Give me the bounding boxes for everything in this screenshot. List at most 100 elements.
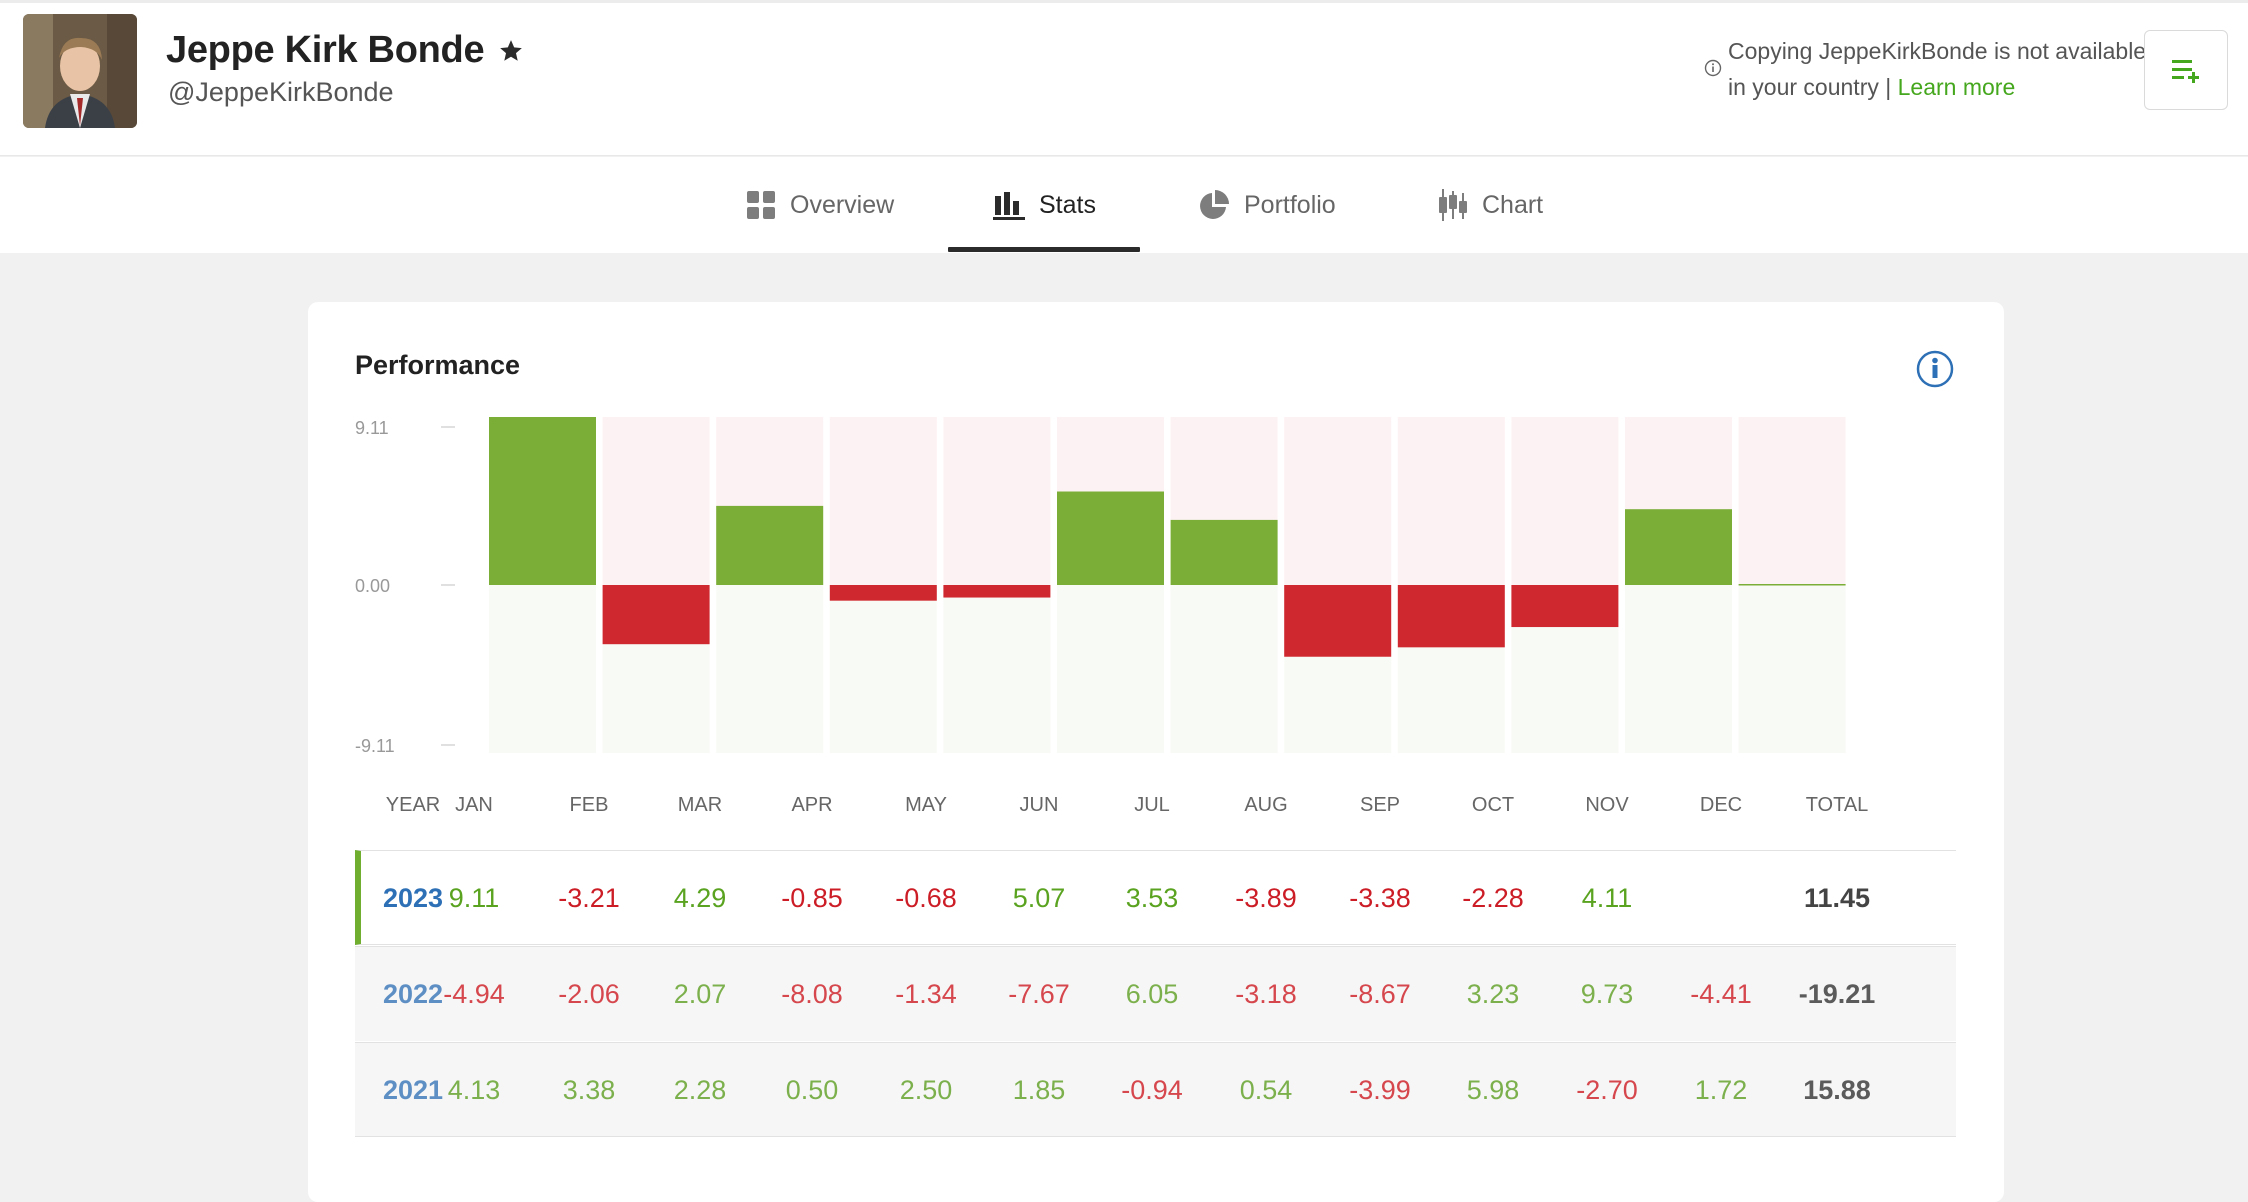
column-header-may: MAY bbox=[905, 794, 947, 816]
trader-handle: @JeppeKirkBonde bbox=[168, 77, 394, 107]
tab-chart[interactable]: Chart bbox=[1438, 157, 1543, 253]
tab-chart-label: Chart bbox=[1482, 190, 1544, 219]
performance-header-row: YEAR JAN FEB MAR APR MAY JUN JUL AUG SEP OCT NOV DEC… bbox=[355, 786, 1956, 826]
notice-separator: | bbox=[1885, 74, 1892, 100]
month-value-jan: 4.13 bbox=[447, 1075, 501, 1105]
column-header-nov: NOV bbox=[1585, 794, 1629, 816]
bar-nov[interactable] bbox=[1625, 509, 1732, 585]
month-value-jun: 5.07 bbox=[1012, 883, 1066, 913]
month-value-apr: -8.08 bbox=[781, 979, 843, 1009]
bar-chart-icon bbox=[993, 190, 1025, 220]
active-tab-indicator bbox=[948, 247, 1140, 252]
year-cell[interactable]: 2021 bbox=[382, 1075, 444, 1105]
month-value-jan: 9.11 bbox=[448, 883, 500, 913]
bar-may[interactable] bbox=[943, 585, 1051, 598]
bar-background-lower bbox=[1170, 585, 1278, 753]
month-value-jul: 3.53 bbox=[1125, 883, 1179, 913]
column-header-dec: DEC bbox=[1699, 794, 1743, 816]
bar-background-lower bbox=[716, 585, 824, 753]
notice-text: Copying JeppeKirkBonde is not available … bbox=[1728, 38, 2147, 100]
bar-feb[interactable] bbox=[602, 585, 710, 645]
candlestick-icon bbox=[1438, 189, 1468, 221]
tab-portfolio[interactable]: Portfolio bbox=[1198, 157, 1336, 253]
month-value-aug: -3.89 bbox=[1235, 883, 1297, 913]
tab-overview-label: Overview bbox=[790, 190, 895, 219]
bar-background-upper bbox=[602, 417, 710, 585]
month-value-jun: -7.67 bbox=[1008, 979, 1070, 1009]
bar-background-lower bbox=[489, 585, 596, 753]
year-cell[interactable]: 2023 bbox=[382, 883, 444, 913]
y-tick-label: 0.00 bbox=[355, 576, 390, 596]
month-value-oct: 3.23 bbox=[1466, 979, 1520, 1009]
month-value-may: 2.50 bbox=[899, 1075, 953, 1105]
bar-background-upper bbox=[1284, 417, 1392, 585]
performance-title: Performance bbox=[355, 350, 521, 380]
column-header-oct: OCT bbox=[1471, 794, 1515, 816]
bar-dec[interactable] bbox=[1738, 584, 1846, 586]
month-value-feb: -3.21 bbox=[558, 883, 620, 913]
column-header-apr: APR bbox=[791, 794, 833, 816]
column-header-total: TOTAL bbox=[1805, 794, 1869, 816]
table-row[interactable]: 2022 -4.94 -2.06 2.07 -8.08 -1.34 -7.67 6.05 -3.… bbox=[355, 946, 1956, 1041]
table-row[interactable]: 2023 9.11 -3.21 4.29 -0.85 -0.68 5.07 3.53 -3.89… bbox=[355, 850, 1956, 945]
y-tick-label: -9.11 bbox=[355, 736, 395, 756]
tab-stats[interactable]: Stats bbox=[993, 157, 1096, 253]
performance-chart: 9.11 0.00 -9.11 bbox=[355, 417, 1846, 756]
total-value: 15.88 bbox=[1803, 1075, 1871, 1105]
copy-notice: Copying JeppeKirkBonde is not available … bbox=[1704, 33, 2158, 105]
bar-background-lower bbox=[829, 585, 937, 753]
column-header-mar: MAR bbox=[677, 794, 723, 816]
profile-tabs: Overview Stats Portfolio Chart bbox=[0, 157, 2248, 253]
column-header-sep: SEP bbox=[1359, 794, 1401, 816]
month-value-dec: 1.72 bbox=[1694, 1075, 1748, 1105]
month-value-may: -1.34 bbox=[895, 979, 957, 1009]
avatar[interactable] bbox=[23, 14, 137, 128]
total-value: -19.21 bbox=[1798, 979, 1876, 1009]
month-value-jan: -4.94 bbox=[443, 979, 505, 1009]
month-value-oct: -2.28 bbox=[1462, 883, 1524, 913]
bar-background-lower bbox=[1057, 585, 1164, 753]
bar-oct[interactable] bbox=[1511, 585, 1619, 628]
grid-icon bbox=[746, 190, 776, 220]
month-value-mar: 2.07 bbox=[673, 979, 727, 1009]
column-header-aug: AUG bbox=[1244, 794, 1288, 816]
month-value-feb: -2.06 bbox=[558, 979, 620, 1009]
column-header-jan: JAN bbox=[455, 794, 493, 816]
performance-card: Performance 9.11 0.00 -9.11 YEAR JAN FEB MAR A… bbox=[308, 302, 2004, 1202]
bar-apr[interactable] bbox=[829, 585, 937, 601]
bar-background-upper bbox=[943, 417, 1051, 585]
year-cell[interactable]: 2022 bbox=[382, 979, 444, 1009]
month-value-sep: -3.38 bbox=[1349, 883, 1411, 913]
learn-more-link[interactable]: Learn more bbox=[1897, 74, 2016, 100]
bar-sep[interactable] bbox=[1397, 585, 1505, 648]
bar-jan[interactable] bbox=[489, 417, 596, 585]
bar-aug[interactable] bbox=[1284, 585, 1392, 657]
month-value-mar: 4.29 bbox=[673, 883, 727, 913]
month-value-nov: -2.70 bbox=[1576, 1075, 1638, 1105]
bar-jul[interactable] bbox=[1170, 519, 1278, 585]
month-value-nov: 9.73 bbox=[1580, 979, 1634, 1009]
column-header-jun: JUN bbox=[1019, 794, 1059, 816]
performance-info-icon[interactable] bbox=[1916, 350, 1954, 393]
tab-portfolio-label: Portfolio bbox=[1244, 190, 1336, 219]
month-value-jul: -0.94 bbox=[1121, 1075, 1183, 1105]
month-value-jul: 6.05 bbox=[1125, 979, 1179, 1009]
info-icon bbox=[1704, 59, 1722, 105]
bar-background-lower bbox=[943, 585, 1051, 753]
month-value-oct: 5.98 bbox=[1466, 1075, 1520, 1105]
bar-background-upper bbox=[1511, 417, 1619, 585]
add-to-watchlist-button[interactable] bbox=[2144, 30, 2228, 110]
month-value-sep: -3.99 bbox=[1349, 1075, 1411, 1105]
bar-background-lower bbox=[1625, 585, 1732, 753]
bar-jun[interactable] bbox=[1057, 491, 1164, 585]
y-tick-label: 9.11 bbox=[355, 418, 389, 438]
table-row[interactable]: 2021 4.13 3.38 2.28 0.50 2.50 1.85 -0.94 0.54 -3.… bbox=[355, 1042, 1956, 1137]
tab-overview[interactable]: Overview bbox=[746, 157, 894, 253]
bar-mar[interactable] bbox=[716, 505, 824, 585]
star-icon[interactable] bbox=[498, 38, 524, 64]
profile-header: Jeppe Kirk Bonde @JeppeKirkBonde Copying… bbox=[0, 0, 2248, 156]
month-value-sep: -8.67 bbox=[1349, 979, 1411, 1009]
tab-stats-label: Stats bbox=[1039, 190, 1096, 219]
month-value-aug: 0.54 bbox=[1239, 1075, 1293, 1105]
month-value-mar: 2.28 bbox=[673, 1075, 727, 1105]
